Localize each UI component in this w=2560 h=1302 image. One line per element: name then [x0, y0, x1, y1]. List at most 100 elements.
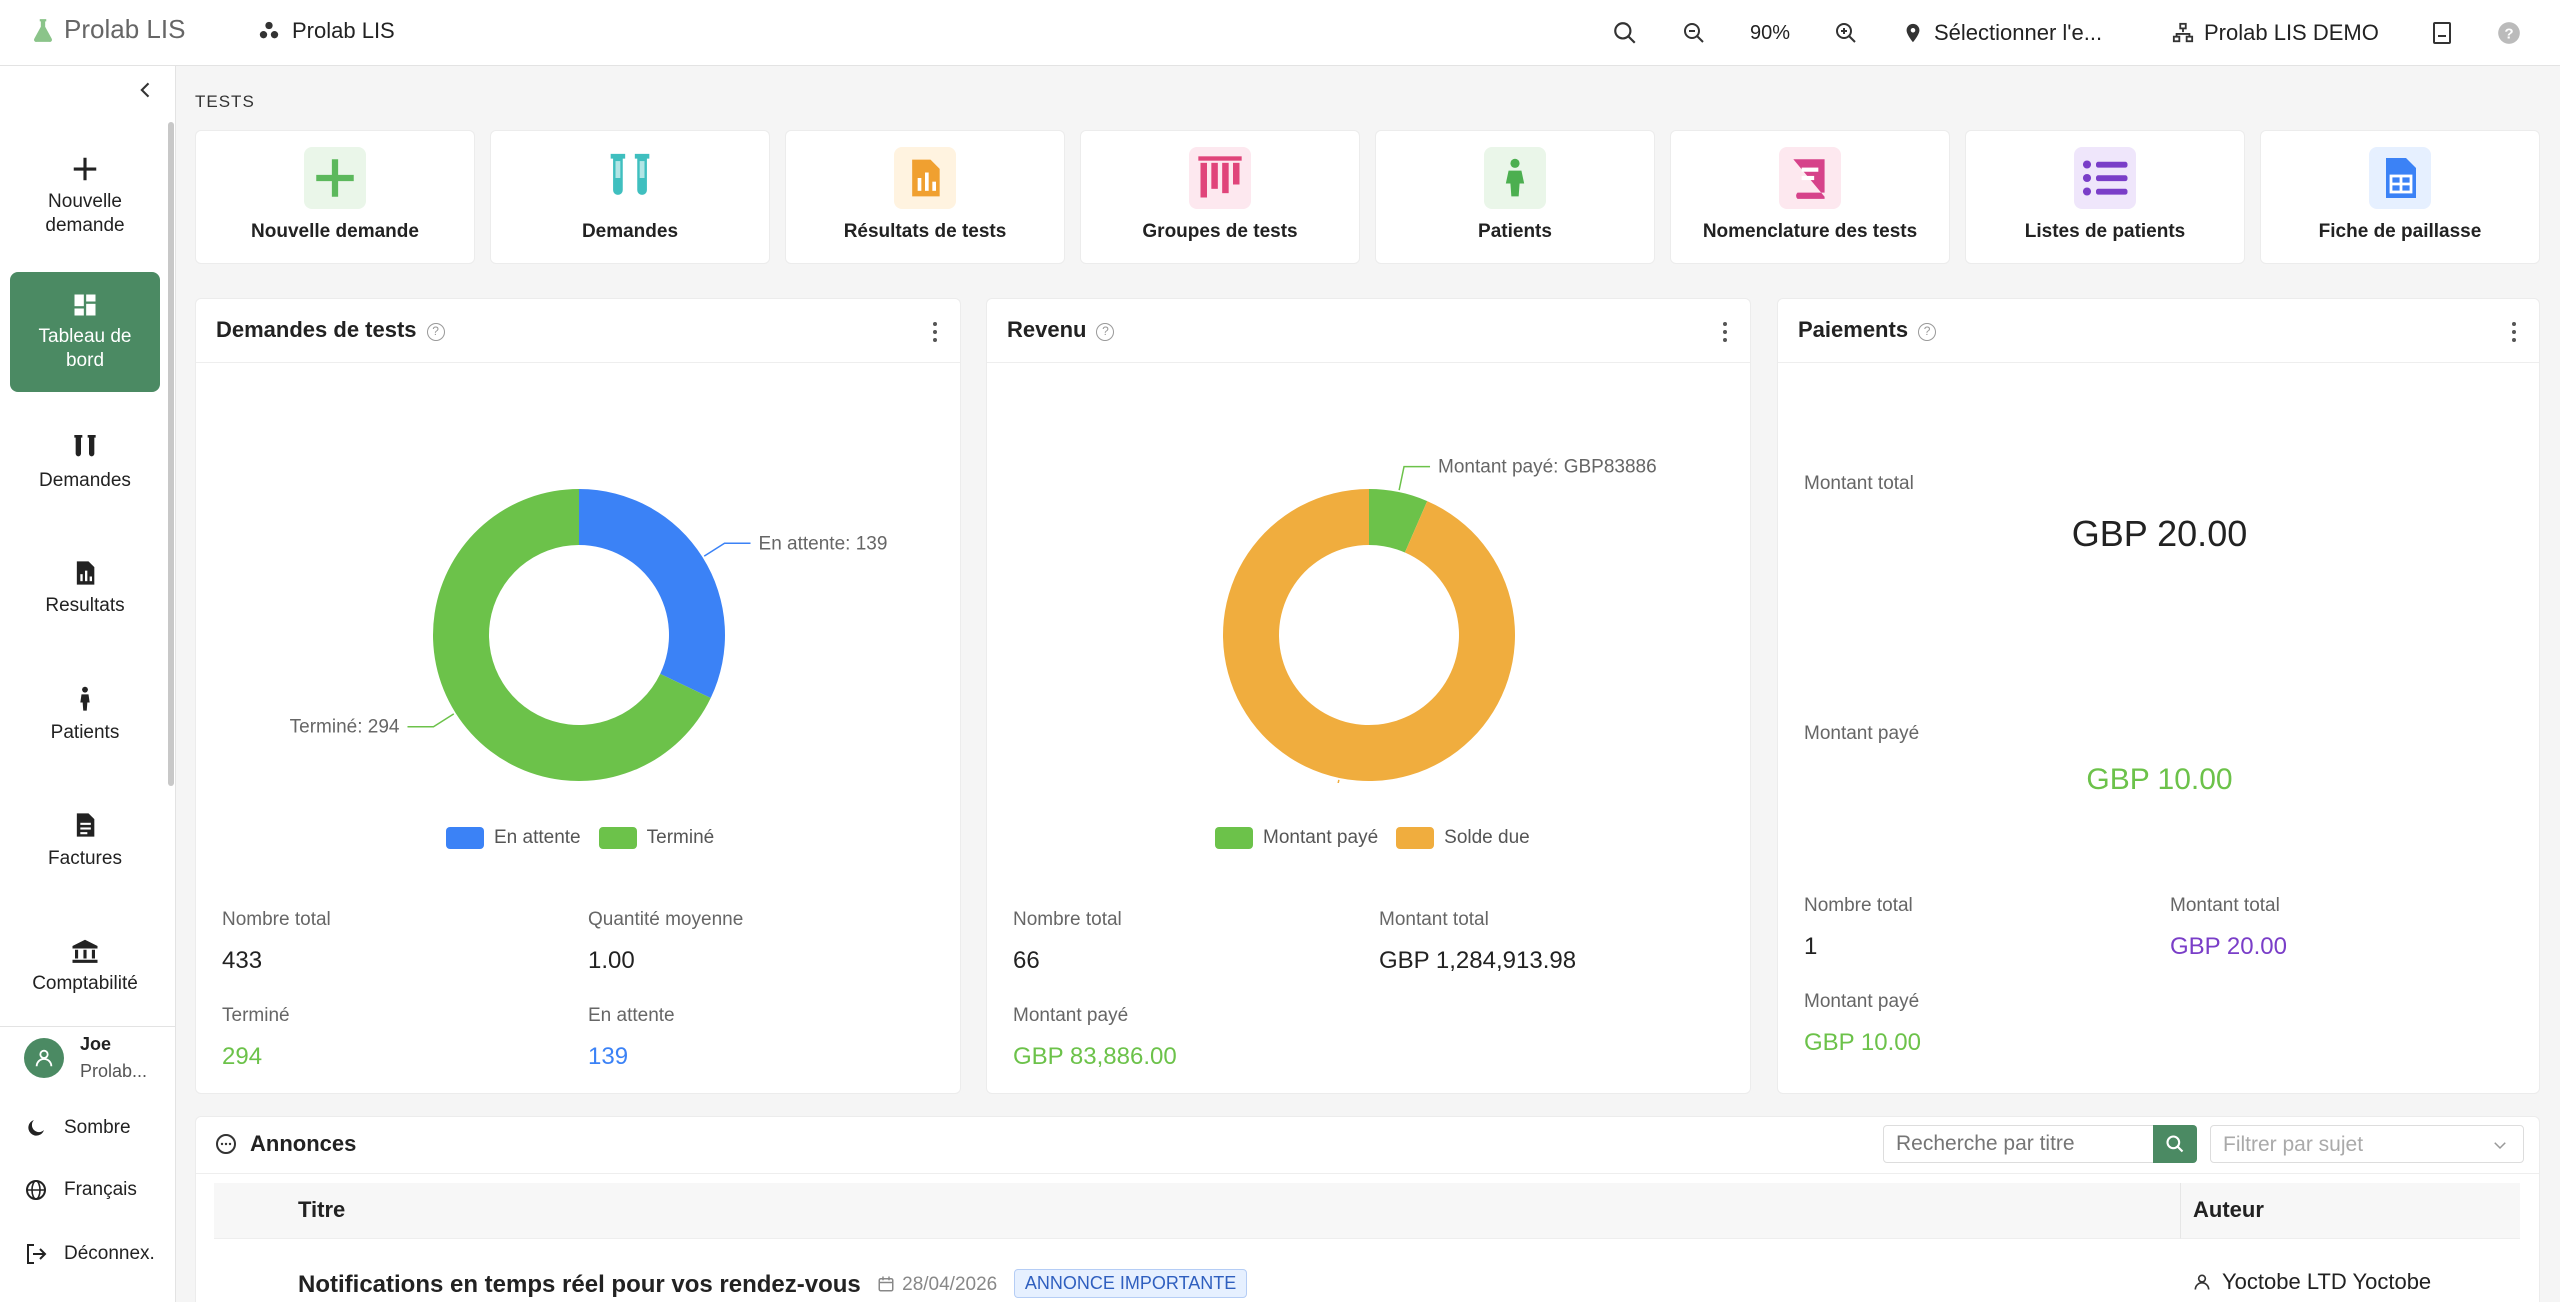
help-icon[interactable]: ?: [1918, 323, 1937, 341]
legend-swatch[interactable]: [1215, 827, 1253, 849]
search-icon: [2166, 1135, 2184, 1153]
card-title: Demandes de tests?: [216, 317, 445, 343]
donut-slice[interactable]: [1223, 489, 1515, 781]
tile-resultats-de-tests[interactable]: Résultats de tests: [785, 130, 1065, 264]
tile-label: Résultats de tests: [843, 221, 1007, 242]
zoom-in-button[interactable]: [1834, 16, 1858, 50]
more-vertical-icon[interactable]: [1722, 321, 1728, 343]
brand[interactable]: Prolab LIS: [258, 18, 395, 44]
theme-label: Sombre: [64, 1117, 131, 1138]
help-icon[interactable]: ?: [426, 323, 445, 341]
bank-icon: [72, 939, 98, 963]
tile-fiche-de-paillasse[interactable]: Fiche de paillasse: [2260, 130, 2540, 264]
organization-select[interactable]: Prolab LIS DEMO: [2172, 16, 2379, 50]
tile-label: Demandes: [581, 221, 679, 242]
table-row[interactable]: Notifications en temps réel pour vos ren…: [298, 1269, 1248, 1299]
location-select[interactable]: Sélectionner l'e...: [1902, 16, 2102, 50]
more-vertical-icon[interactable]: [2511, 321, 2517, 343]
subject-filter-select[interactable]: Filtrer par sujet: [2210, 1125, 2524, 1163]
data-label: Montant payé: GBP83886: [1438, 457, 1657, 478]
language-select[interactable]: Français: [24, 1178, 137, 1202]
announcements-header: Annonces: [214, 1131, 356, 1157]
sidebar-divider: [0, 1026, 175, 1027]
revenu-card: Revenu? Montant payé: GBP83886Solde due:…: [986, 298, 1751, 1094]
total-amount: GBP 20.00: [2071, 513, 2248, 554]
chevron-left-icon[interactable]: [136, 80, 156, 100]
stat-label: Terminé: [222, 1005, 290, 1026]
sidebar-item-label: Resultats: [45, 595, 125, 616]
demandes-card: Demandes de tests? En attente: 139 Termin…: [195, 298, 961, 1094]
sidebar-scrollbar[interactable]: [168, 122, 174, 786]
plus-icon: [304, 147, 366, 209]
help-icon[interactable]: ?: [1096, 323, 1115, 341]
revenu-donut-chart: Montant payé: GBP83886Solde due: GBP1201…: [1223, 457, 1657, 783]
logout-button[interactable]: Déconnex.: [24, 1242, 155, 1266]
tile-listes-de-patients[interactable]: Listes de patients: [1965, 130, 2245, 264]
stat-label: Montant total: [2170, 895, 2280, 916]
demandes-donut-chart: En attente: 139 Terminé: 294: [290, 489, 887, 781]
tile-groupes-de-tests[interactable]: Groupes de tests: [1080, 130, 1360, 264]
announcements-panel: Annonces Filtrer par sujet Titre Auteur …: [195, 1116, 2540, 1302]
legend-swatch[interactable]: [1396, 827, 1435, 849]
announcement-title[interactable]: Notifications en temps réel pour vos ren…: [298, 1271, 861, 1298]
card-title: Paiements?: [1798, 317, 1937, 343]
search-button[interactable]: [1612, 16, 1638, 50]
legend-swatch[interactable]: [446, 827, 484, 849]
hierarchy-icon: [2172, 22, 2194, 43]
top-bar: Prolab LIS Prolab LIS 90% Sélectionner l…: [0, 0, 2560, 66]
stat-label: Quantité moyenne: [588, 909, 744, 930]
search-input[interactable]: [1883, 1125, 2155, 1163]
tile-nomenclature-des-tests[interactable]: Nomenclature des tests: [1670, 130, 1950, 264]
sidebar: Nouvelle demande Tableau de bord Demande…: [0, 66, 176, 1302]
app-logo[interactable]: Prolab LIS: [30, 14, 185, 45]
user-org: Prolab...: [80, 1061, 148, 1081]
user-icon: [2194, 1274, 2210, 1290]
more-vertical-icon[interactable]: [932, 321, 938, 343]
table-header-author[interactable]: Auteur: [2180, 1183, 2520, 1239]
sidebar-item-comptabilite[interactable]: Comptabilité: [10, 906, 160, 1026]
chart-legend: Montant payé Solde due: [1215, 827, 1530, 849]
stat-value: 294: [222, 1043, 263, 1070]
sidebar-item-demandes[interactable]: Demandes: [10, 402, 160, 522]
flask-icon: [34, 18, 52, 42]
avatar: [24, 1038, 64, 1078]
tablet-icon: [2433, 22, 2451, 44]
stat-value: 1: [1804, 933, 1818, 960]
theme-toggle[interactable]: Sombre: [24, 1116, 131, 1140]
zoom-in-icon: [1836, 23, 1856, 43]
leader-line: [1337, 779, 1340, 783]
invoice-icon: [76, 813, 95, 837]
sidebar-item-nouvelle-demande[interactable]: Nouvelle demande: [10, 136, 160, 256]
card-title-text: Paiements: [1798, 317, 1909, 342]
sidebar-item-patients[interactable]: Patients: [10, 654, 160, 774]
test-tubes-icon: [599, 147, 661, 209]
sidebar-item-factures[interactable]: Factures: [10, 780, 160, 900]
sidebar-item-tableau-de-bord[interactable]: Tableau de bord: [10, 272, 160, 392]
legend-label: Montant payé: [1263, 827, 1379, 848]
table-header-title[interactable]: Titre: [214, 1183, 2180, 1239]
sidebar-item-resultats[interactable]: Resultats: [10, 528, 160, 648]
tile-patients[interactable]: Patients: [1375, 130, 1655, 264]
zoom-out-button[interactable]: [1682, 16, 1706, 50]
kiosk-button[interactable]: [2430, 16, 2454, 50]
help-button[interactable]: ?: [2496, 16, 2522, 50]
search-button[interactable]: [2153, 1125, 2197, 1163]
tile-demandes[interactable]: Demandes: [490, 130, 770, 264]
legend-swatch[interactable]: [598, 827, 637, 849]
column-header: Titre: [298, 1197, 346, 1222]
announcement-date: 28/04/2026: [902, 1274, 998, 1295]
plus-icon: [73, 157, 97, 181]
report-icon: [894, 147, 956, 209]
donut-slice[interactable]: [433, 489, 711, 781]
legend-label: Terminé: [646, 827, 715, 848]
test-tubes-icon: [74, 435, 96, 457]
tile-nouvelle-demande[interactable]: Nouvelle demande: [195, 130, 475, 264]
brand-name: Prolab LIS: [292, 18, 395, 43]
stat-label: Montant total: [1379, 909, 1489, 930]
donut-slice[interactable]: [1369, 489, 1428, 553]
sidebar-item-label: Comptabilité: [32, 973, 138, 994]
svg-text:?: ?: [2504, 25, 2513, 42]
donut-slice[interactable]: [579, 489, 725, 699]
user-profile[interactable]: Joe Prolab...: [24, 1034, 147, 1082]
tests-section-label: TESTS: [195, 92, 255, 111]
